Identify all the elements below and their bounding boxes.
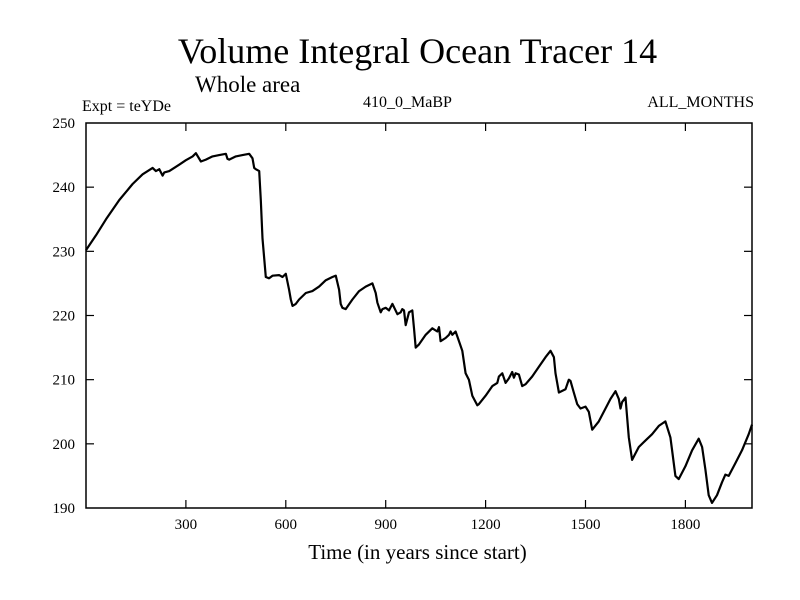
x-tick-label-4: 1500: [571, 517, 601, 533]
x-axis-label: Time (in years since start): [308, 540, 527, 564]
axis-tick-labels: 300 600 900 1200 1500 1800 190 200 210 220 230 240 2…: [53, 116, 701, 533]
y-tick-label-2: 210: [53, 373, 76, 389]
x-tick-label-0: 300: [175, 517, 198, 533]
chart-subtitle: Whole area: [195, 72, 301, 97]
months-label: ALL_MONTHS: [647, 94, 754, 111]
x-tick-label-2: 900: [374, 517, 397, 533]
series-line: [85, 152, 754, 504]
y-tick-label-0: 190: [53, 501, 76, 517]
plot-frame: [85, 122, 753, 509]
x-tick-label-1: 600: [275, 517, 298, 533]
y-tick-label-4: 230: [53, 244, 76, 260]
y-tick-label-3: 220: [53, 309, 76, 325]
period-label: 410_0_MaBP: [363, 94, 452, 111]
x-tick-label-5: 1800: [670, 517, 700, 533]
y-tick-label-6: 250: [53, 116, 76, 132]
experiment-label: Expt = teYDe: [82, 98, 171, 115]
chart-title: Volume Integral Ocean Tracer 14: [177, 31, 658, 71]
y-tick-label-5: 240: [53, 180, 76, 196]
y-tick-label-1: 200: [53, 437, 76, 453]
x-tick-label-3: 1200: [471, 517, 501, 533]
axis-ticks: [86, 123, 752, 508]
